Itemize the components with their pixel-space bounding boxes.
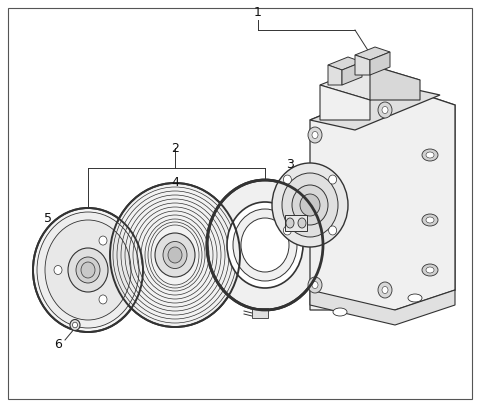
Ellipse shape: [45, 220, 131, 320]
Polygon shape: [395, 85, 455, 310]
Ellipse shape: [283, 175, 291, 184]
Polygon shape: [355, 55, 370, 75]
Ellipse shape: [99, 295, 107, 304]
Ellipse shape: [426, 217, 434, 223]
Text: 3: 3: [286, 158, 294, 171]
Polygon shape: [252, 308, 268, 318]
Polygon shape: [310, 290, 455, 325]
Ellipse shape: [81, 262, 95, 278]
Polygon shape: [310, 85, 440, 130]
Ellipse shape: [272, 163, 348, 247]
Ellipse shape: [422, 264, 438, 276]
Ellipse shape: [308, 127, 322, 143]
Ellipse shape: [378, 102, 392, 118]
Ellipse shape: [312, 282, 318, 289]
Ellipse shape: [283, 226, 291, 235]
Ellipse shape: [422, 214, 438, 226]
Ellipse shape: [70, 319, 80, 330]
Ellipse shape: [33, 208, 143, 332]
Text: 2: 2: [171, 142, 179, 155]
Ellipse shape: [54, 265, 62, 274]
Polygon shape: [342, 62, 362, 85]
Ellipse shape: [72, 322, 77, 328]
Polygon shape: [310, 85, 455, 310]
Text: 5: 5: [44, 212, 52, 225]
Ellipse shape: [329, 175, 336, 184]
Ellipse shape: [227, 202, 303, 288]
Ellipse shape: [378, 282, 392, 298]
Ellipse shape: [155, 233, 195, 277]
Ellipse shape: [110, 183, 240, 327]
Ellipse shape: [207, 180, 323, 310]
Text: 6: 6: [54, 339, 62, 352]
Ellipse shape: [163, 241, 187, 269]
Polygon shape: [328, 65, 342, 85]
Ellipse shape: [68, 248, 108, 292]
Ellipse shape: [426, 152, 434, 158]
Ellipse shape: [382, 107, 388, 114]
Ellipse shape: [282, 173, 338, 237]
Ellipse shape: [286, 218, 294, 228]
Ellipse shape: [308, 277, 322, 293]
Ellipse shape: [426, 267, 434, 273]
Polygon shape: [328, 57, 362, 70]
Ellipse shape: [329, 226, 336, 235]
Polygon shape: [320, 65, 420, 100]
Polygon shape: [370, 65, 420, 100]
Polygon shape: [355, 47, 390, 60]
Ellipse shape: [292, 185, 328, 225]
Ellipse shape: [382, 287, 388, 293]
Polygon shape: [285, 215, 307, 231]
Ellipse shape: [408, 294, 422, 302]
Ellipse shape: [298, 218, 306, 228]
Ellipse shape: [312, 131, 318, 138]
Ellipse shape: [168, 247, 182, 263]
Ellipse shape: [76, 257, 100, 283]
Ellipse shape: [300, 194, 320, 216]
Polygon shape: [320, 85, 370, 120]
Ellipse shape: [37, 212, 139, 328]
Polygon shape: [370, 52, 390, 75]
Ellipse shape: [333, 308, 347, 316]
Ellipse shape: [99, 236, 107, 245]
Ellipse shape: [422, 149, 438, 161]
Text: 1: 1: [254, 6, 262, 18]
Ellipse shape: [241, 218, 289, 272]
Ellipse shape: [233, 209, 297, 281]
Text: 4: 4: [171, 177, 179, 190]
